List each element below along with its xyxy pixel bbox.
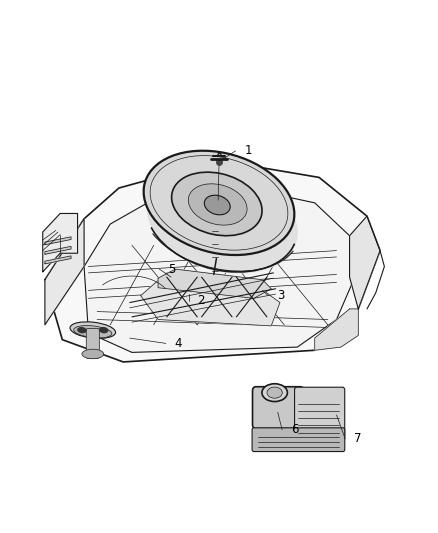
Polygon shape <box>84 187 358 352</box>
Text: 4: 4 <box>175 337 182 350</box>
FancyBboxPatch shape <box>253 387 304 429</box>
Polygon shape <box>45 246 71 254</box>
Text: 1: 1 <box>244 144 252 157</box>
Ellipse shape <box>144 151 294 255</box>
Polygon shape <box>350 216 380 309</box>
Text: 6: 6 <box>291 423 298 437</box>
Ellipse shape <box>82 349 104 359</box>
Ellipse shape <box>262 384 287 401</box>
Polygon shape <box>158 269 271 298</box>
Ellipse shape <box>77 327 87 333</box>
Polygon shape <box>315 309 358 350</box>
Ellipse shape <box>267 387 283 398</box>
Text: 7: 7 <box>354 432 361 446</box>
FancyBboxPatch shape <box>252 428 345 451</box>
Polygon shape <box>43 214 78 272</box>
Polygon shape <box>45 219 84 325</box>
Ellipse shape <box>172 172 262 236</box>
Ellipse shape <box>188 184 247 225</box>
Polygon shape <box>45 256 71 264</box>
Text: 3: 3 <box>277 289 284 302</box>
Polygon shape <box>141 273 280 326</box>
Ellipse shape <box>74 326 112 338</box>
FancyBboxPatch shape <box>294 387 345 438</box>
FancyBboxPatch shape <box>86 328 99 358</box>
Polygon shape <box>45 160 380 362</box>
Ellipse shape <box>205 195 230 215</box>
Ellipse shape <box>147 169 298 273</box>
Ellipse shape <box>99 327 109 333</box>
Text: 5: 5 <box>168 263 176 276</box>
Ellipse shape <box>70 322 116 338</box>
Polygon shape <box>45 237 71 245</box>
Text: 2: 2 <box>197 294 205 308</box>
